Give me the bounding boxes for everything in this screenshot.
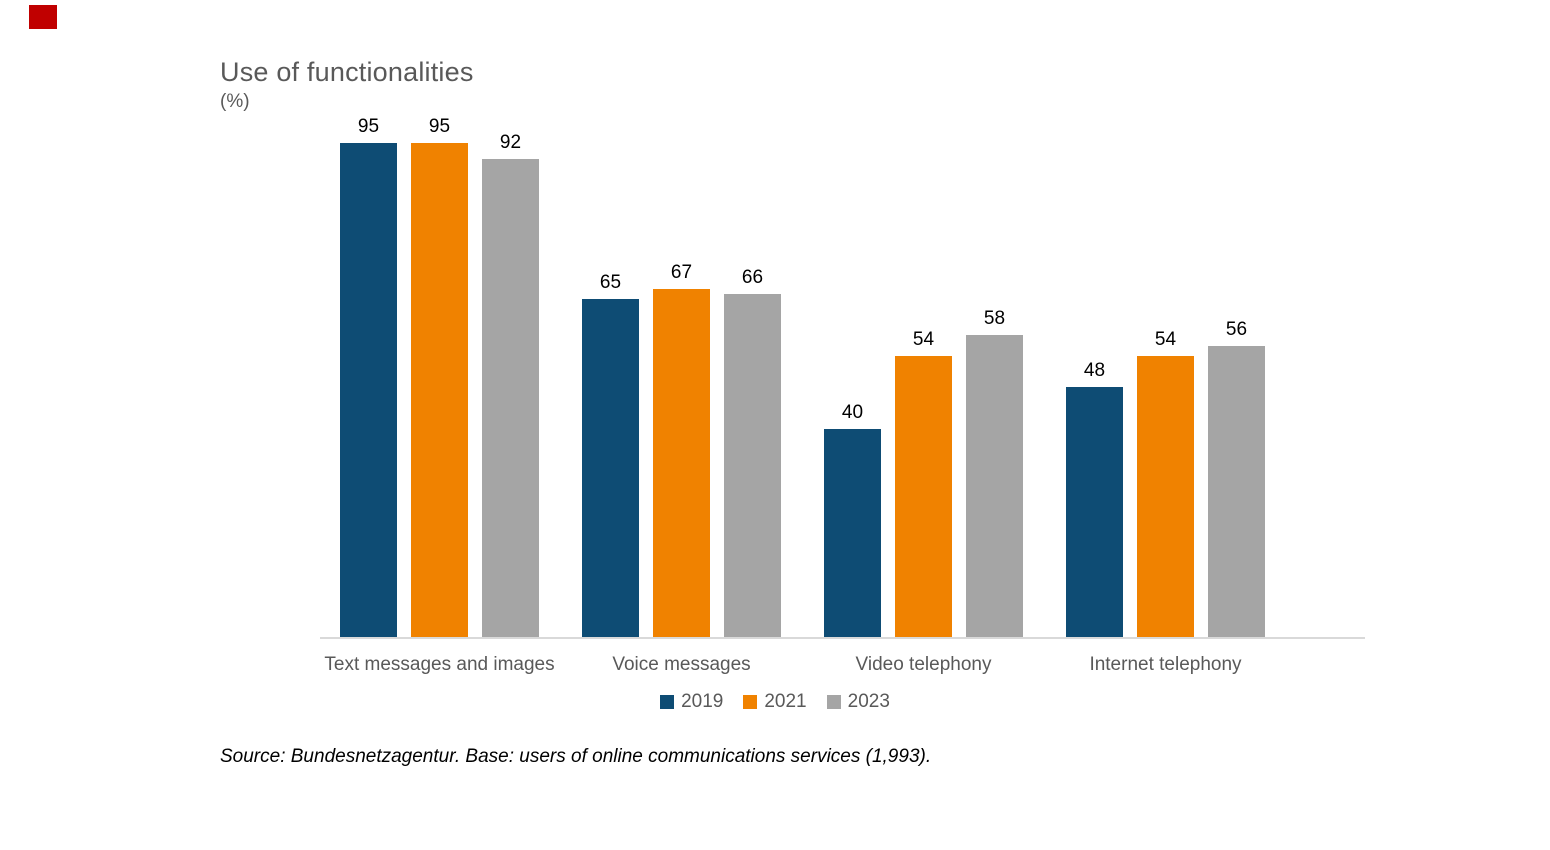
bar-2023 <box>482 159 539 637</box>
legend-swatch-icon <box>826 694 841 709</box>
bar-value-label: 56 <box>1225 319 1248 340</box>
bar-value-label: 54 <box>912 329 935 350</box>
chart-legend: 2019 2021 2023 <box>0 692 1550 711</box>
bar-value-label: 66 <box>741 267 764 288</box>
legend-label: 2019 <box>681 691 724 712</box>
bar-column-2023-1: 66 <box>724 117 781 637</box>
legend-item-2019: 2019 <box>660 692 723 711</box>
bar-column-2019-2: 40 <box>824 117 881 637</box>
bar-2023 <box>966 335 1023 637</box>
bar-column-2023-3: 56 <box>1208 117 1265 637</box>
bar-2023 <box>1208 346 1265 637</box>
bar-2021 <box>895 356 952 637</box>
bar-2019 <box>582 299 639 637</box>
chart-title: Use of functionalities <box>220 57 474 87</box>
legend-swatch-icon <box>660 694 675 709</box>
bar-2019 <box>824 429 881 637</box>
bar-column-2021-3: 54 <box>1137 117 1194 637</box>
category-label: Video telephony <box>855 654 992 675</box>
bar-value-label: 54 <box>1154 329 1177 350</box>
bar-value-label: 40 <box>841 402 864 423</box>
legend-swatch-icon <box>743 694 758 709</box>
bar-value-label: 48 <box>1083 360 1106 381</box>
chart-unit-label: (%) <box>220 91 250 112</box>
bar-column-2021-0: 95 <box>411 117 468 637</box>
bar-value-label: 92 <box>499 132 522 153</box>
source-note: Source: Bundesnetzagentur. Base: users o… <box>220 746 932 767</box>
bar-group-1: 65 67 66 Voice messages <box>582 117 781 675</box>
bar-2021 <box>653 289 710 637</box>
legend-item-2023: 2023 <box>826 691 890 712</box>
bar-chart-plot-area: 95 95 92 Text messages and images 65 67 66 Voic… <box>320 117 1365 675</box>
legend-item-2021: 2021 <box>743 691 807 712</box>
category-label: Text messages and images <box>324 654 555 675</box>
bar-column-2019-3: 48 <box>1066 117 1123 637</box>
bar-group-0: 95 95 92 Text messages and images <box>324 117 554 675</box>
bar-column-2021-2: 54 <box>895 117 952 637</box>
bar-column-2023-0: 92 <box>482 117 539 637</box>
bar-value-label: 95 <box>428 116 451 137</box>
bar-value-label: 58 <box>983 308 1006 329</box>
bar-2023 <box>724 294 781 637</box>
bar-column-2019-1: 65 <box>582 117 639 637</box>
legend-label: 2021 <box>764 691 807 712</box>
bar-column-2021-1: 67 <box>653 117 710 637</box>
bar-value-label: 65 <box>599 272 622 293</box>
red-corner-marker <box>29 5 57 29</box>
bar-column-2019-0: 95 <box>340 117 397 637</box>
category-label: Voice messages <box>612 654 751 675</box>
category-label: Internet telephony <box>1089 654 1242 675</box>
bar-group-3: 48 54 56 Internet telephony <box>1066 117 1265 675</box>
bar-group-2: 40 54 58 Video telephony <box>824 117 1023 675</box>
bar-value-label: 67 <box>670 262 693 283</box>
bar-2021 <box>1137 356 1194 637</box>
bar-2019 <box>1066 387 1123 637</box>
bar-value-label: 95 <box>357 116 380 137</box>
bar-2019 <box>340 143 397 637</box>
bar-2021 <box>411 143 468 637</box>
legend-label: 2023 <box>847 691 890 712</box>
bar-column-2023-2: 58 <box>966 117 1023 637</box>
